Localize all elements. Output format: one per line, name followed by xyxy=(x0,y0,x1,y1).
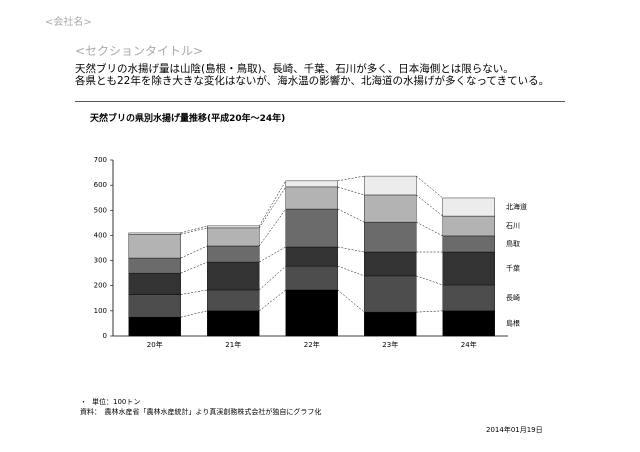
connector xyxy=(416,194,443,217)
bar-segment xyxy=(442,235,495,253)
legend-label: 北海道 xyxy=(506,202,527,211)
date: 2014年01月19日 xyxy=(486,426,543,434)
unit-note: 単位：100トン xyxy=(92,398,141,406)
company-name: <会社名> xyxy=(45,17,92,28)
bar-segment xyxy=(285,289,338,337)
connector xyxy=(180,310,208,318)
chart-title: 天然ブリの県別水揚げ量推移(平成20年～24年) xyxy=(90,114,286,124)
bar-segment xyxy=(442,215,495,237)
legend-label: 石川 xyxy=(506,222,520,230)
bar-segment xyxy=(285,265,338,291)
bullet: ・ xyxy=(80,398,87,406)
connector xyxy=(337,246,365,253)
connector xyxy=(416,221,443,237)
connector xyxy=(416,310,443,313)
legend-label: 長崎 xyxy=(506,293,520,302)
legend-label: 鳥取 xyxy=(506,239,520,248)
y-tick-label: 700 xyxy=(94,156,107,164)
bar-segment xyxy=(128,294,181,318)
bar-segment xyxy=(442,251,495,286)
y-tick-label: 0 xyxy=(103,332,107,340)
connector xyxy=(416,175,443,199)
y-tick-label: 600 xyxy=(94,181,107,189)
y-tick-label: 100 xyxy=(94,307,107,315)
separator xyxy=(75,101,565,102)
connector xyxy=(337,289,365,313)
connector xyxy=(259,246,286,263)
bar-segment xyxy=(442,310,495,337)
bar-segment xyxy=(207,245,260,263)
source-note: 資料： 農林水産省「農林水産統計」より真渓創務株式会社が独自にグラフ化 xyxy=(80,408,322,416)
section-title: <セクションタイトル> xyxy=(75,44,204,58)
y-tick-label: 500 xyxy=(94,206,107,214)
bar-segment xyxy=(207,289,260,312)
legend-label: 島根 xyxy=(506,318,520,327)
bar-segment xyxy=(364,175,417,196)
connector xyxy=(180,261,208,274)
x-tick-label: 21年 xyxy=(225,340,241,349)
y-tick-label: 200 xyxy=(94,282,107,290)
bar-segment xyxy=(128,232,181,235)
x-tick-label: 23年 xyxy=(382,340,398,349)
connector xyxy=(259,289,286,312)
connector xyxy=(337,186,365,196)
y-tick-label: 400 xyxy=(94,231,107,239)
bar-segment xyxy=(364,311,417,337)
connector xyxy=(337,265,365,277)
bar-segment xyxy=(207,310,260,337)
bar-segment xyxy=(128,257,181,274)
bar-segment xyxy=(364,221,417,253)
bar-segment xyxy=(285,246,338,267)
y-tick-label: 300 xyxy=(94,257,107,265)
bar-segment xyxy=(364,194,417,223)
bar-segment xyxy=(364,251,417,277)
bar-segment xyxy=(207,227,260,247)
x-tick-label: 22年 xyxy=(304,340,320,349)
bar-segment xyxy=(285,180,338,188)
bar-segment xyxy=(128,272,181,295)
bar-segment xyxy=(285,186,338,210)
bar-segment xyxy=(128,316,181,337)
connector xyxy=(259,186,286,229)
body-line: 天然ブリの水揚げ量は山陰(島根・鳥取)、長崎、千葉、石川が多く、日本海側とは限ら… xyxy=(75,63,514,75)
bar-segment xyxy=(128,233,181,259)
bar-segment xyxy=(364,275,417,313)
bar-segment xyxy=(442,197,495,217)
connector xyxy=(259,265,286,291)
connector xyxy=(180,289,208,295)
bar-segment xyxy=(207,225,260,229)
connector xyxy=(180,227,208,235)
x-tick-label: 20年 xyxy=(147,340,163,349)
bar-segment xyxy=(442,284,495,312)
bar-segment xyxy=(207,261,260,291)
bar-segment xyxy=(285,208,338,248)
connector xyxy=(180,245,208,259)
connector xyxy=(259,208,286,247)
connector xyxy=(337,208,365,223)
connector xyxy=(416,275,443,286)
connector xyxy=(259,180,286,227)
connector xyxy=(180,225,208,234)
legend-label: 千葉 xyxy=(506,263,520,272)
connector xyxy=(337,175,365,182)
body-line: 各県とも22年を除き大きな変化はないが、海水温の影響か、北海道の水揚げが多くなっ… xyxy=(75,75,550,87)
x-tick-label: 24年 xyxy=(461,340,477,349)
